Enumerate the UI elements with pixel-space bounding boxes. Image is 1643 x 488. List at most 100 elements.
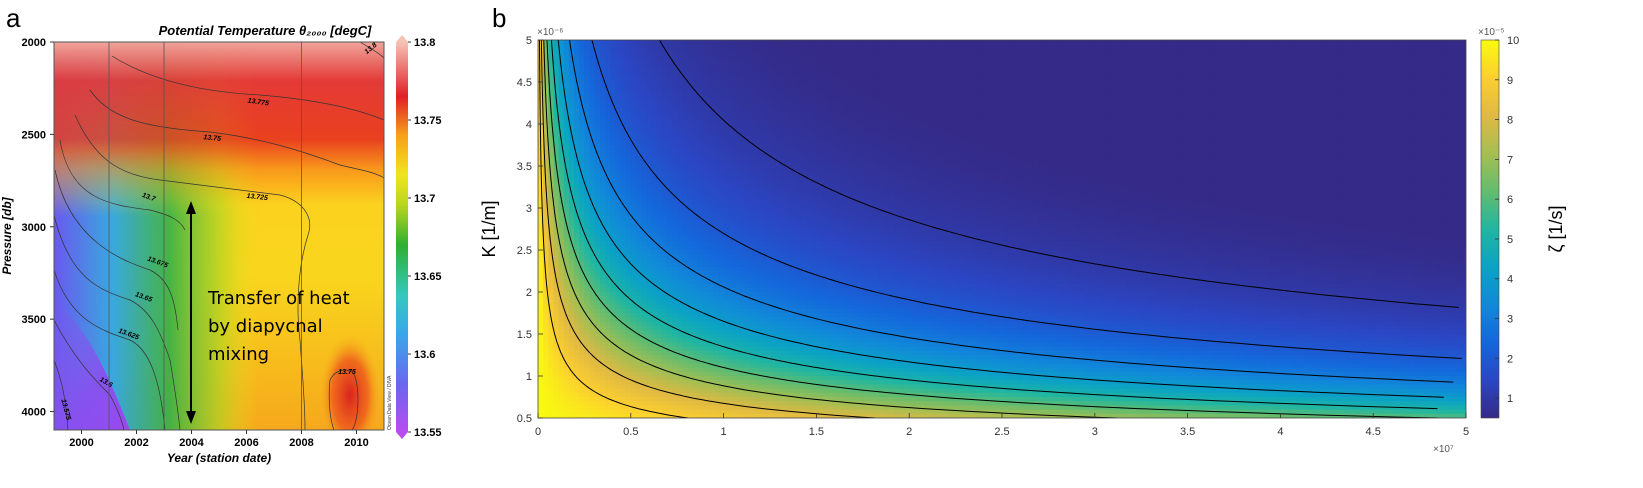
b-colorbar-tick-label: 5 [1507, 234, 1513, 246]
b-contour-line [659, 40, 1459, 308]
panel-b-y-multiplier: ×10⁻⁶ [537, 27, 563, 38]
a-colorbar-tick-label: 13.6 [414, 349, 435, 361]
b-ytick-label: 1.5 [517, 329, 532, 341]
a-contour-label: 13.775 [247, 98, 269, 108]
b-ytick-label: 2.5 [517, 245, 532, 257]
b-xtick-label: 3.5 [1180, 426, 1195, 438]
panel-b-colorbar-ticks: 10 9 8 7 6 5 4 3 2 1 [1495, 35, 1519, 405]
b-colorbar-tick-label: 6 [1507, 194, 1513, 206]
odv-watermark: Ocean Data View / DIVA [387, 375, 393, 430]
b-colorbar-tick-label: 1 [1507, 393, 1513, 405]
a-ytick-label: 4000 [22, 407, 46, 419]
a-colorbar-tick-label: 13.7 [414, 193, 435, 205]
a-ytick-label: 2500 [22, 129, 46, 141]
b-ytick-label: 2 [526, 287, 532, 299]
a-contour-line [54, 359, 69, 430]
a-contour-line [359, 42, 384, 59]
colorbar-a-bottom-cap [396, 432, 408, 439]
a-contour-line [89, 89, 384, 179]
panel-b-field [538, 40, 1466, 418]
a-contour-line [328, 369, 359, 430]
b-xtick-label: 1.5 [809, 426, 824, 438]
panel-a-colorbar-ticks: 13.8 13.75 13.7 13.65 13.6 13.55 [408, 37, 442, 439]
panel-b-x-multiplier: ×10⁷ [1433, 444, 1454, 455]
a-contour-label: 13.725 [246, 193, 268, 202]
a-xtick-label: 2004 [179, 437, 204, 449]
b-contour-line [591, 40, 1462, 359]
panel-b-colorbar [1480, 39, 1500, 419]
panel-a-y-ticks: 2000 2500 3000 3500 4000 [22, 37, 54, 419]
a-xtick-label: 2006 [234, 437, 258, 449]
a-xtick-label: 2010 [344, 437, 368, 449]
panel-b-ylabel: K [1/m] [479, 200, 499, 257]
panel-a-station-lines [108, 42, 302, 430]
panel-b-colorbar-multiplier: ×10⁻⁵ [1478, 27, 1504, 38]
a-contour-label: 13.7 [141, 192, 157, 204]
b-colorbar-tick-label: 9 [1507, 75, 1513, 87]
b-contour-line [569, 40, 1454, 383]
a-contour-label: 13.75 [338, 369, 356, 376]
colorbar-a-top-cap [396, 35, 408, 42]
panel-a-label: a [6, 3, 21, 33]
a-contour-line [54, 214, 181, 430]
a-ytick-label: 3500 [22, 314, 46, 326]
a-xtick-label: 2008 [289, 437, 313, 449]
b-xtick-label: 4.5 [1366, 426, 1381, 438]
a-colorbar-tick-label: 13.55 [414, 427, 442, 439]
annotation-line-2: by diapycnal [208, 316, 323, 337]
b-ytick-label: 5 [526, 35, 532, 47]
a-ytick-label: 3000 [22, 222, 46, 234]
b-ytick-label: 1 [526, 371, 532, 383]
panel-b-label: b [492, 3, 506, 33]
b-contour-line [543, 40, 1117, 418]
b-xtick-label: 2.5 [994, 426, 1009, 438]
b-contour-line [551, 40, 1438, 410]
b-colorbar-tick-label: 10 [1507, 35, 1519, 47]
a-xtick-label: 2000 [69, 437, 93, 449]
panel-a-xlabel: Year (station date) [167, 451, 271, 465]
b-contour-line [546, 40, 1438, 418]
a-contour-line [59, 139, 186, 231]
b-xtick-label: 1 [721, 426, 727, 438]
arrow-head-down [186, 411, 196, 424]
b-xtick-label: 4 [1277, 426, 1283, 438]
panel-a-colorbar [396, 42, 408, 432]
a-contour-label: 13.75 [203, 134, 221, 143]
annotation-line-1: Transfer of heat [207, 288, 350, 309]
annotation-line-3: mixing [208, 344, 269, 365]
panel-b-y-ticks: 0.5 1 1.5 2 2.5 3 3.5 4 4.5 5 [517, 35, 543, 425]
b-ytick-label: 0.5 [517, 413, 532, 425]
b-ytick-label: 4 [526, 119, 532, 131]
b-xtick-label: 2 [906, 426, 912, 438]
a-colorbar-tick-label: 13.8 [414, 37, 435, 49]
b-colorbar-tick-label: 3 [1507, 314, 1513, 326]
a-contour-line [54, 269, 166, 430]
b-ytick-label: 4.5 [517, 77, 532, 89]
b-xtick-label: 5 [1463, 426, 1469, 438]
b-xtick-label: 0.5 [623, 426, 638, 438]
b-contour-line [557, 40, 1444, 398]
a-xtick-label: 2002 [124, 437, 148, 449]
arrow-head-up [186, 201, 196, 214]
b-ytick-label: 3 [526, 203, 532, 215]
panel-a-frame [53, 41, 385, 431]
b-contour-line [540, 40, 876, 418]
panel-a-ylabel: Pressure [db] [0, 196, 14, 274]
a-contour-line [111, 55, 384, 121]
panel-b-x-ticks: 0 0.5 1 1.5 2 2.5 3 3.5 4 4.5 5 [535, 413, 1469, 438]
b-colorbar-tick-label: 4 [1507, 274, 1513, 286]
panel-a-title: Potential Temperature θ₂₀₀₀ [degC] [159, 23, 372, 38]
a-ytick-label: 2000 [22, 37, 46, 49]
panel-b-colorbar-label: ζ [1/s] [1546, 206, 1566, 253]
b-xtick-label: 3 [1092, 426, 1098, 438]
a-contour-line [54, 169, 179, 331]
a-contour-line [54, 319, 125, 430]
b-colorbar-tick-label: 7 [1507, 154, 1513, 166]
b-xtick-label: 0 [535, 426, 541, 438]
panel-a-x-ticks: 2000 2002 2004 2006 2008 2010 [69, 430, 369, 449]
b-colorbar-tick-label: 2 [1507, 353, 1513, 365]
a-colorbar-tick-label: 13.65 [414, 271, 442, 283]
panel-b-contours [539, 40, 1462, 418]
b-colorbar-tick-label: 8 [1507, 115, 1513, 127]
